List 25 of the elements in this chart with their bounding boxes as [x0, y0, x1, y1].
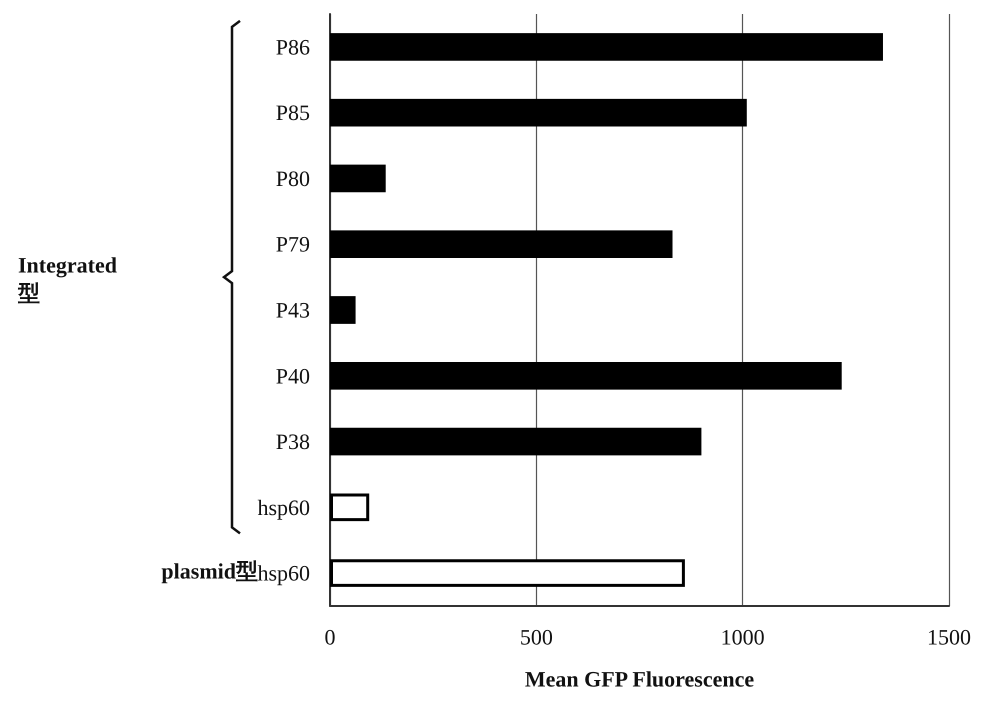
y-tick-label: P85 [276, 100, 310, 126]
bar [330, 230, 673, 258]
x-tick-label: 500 [520, 624, 553, 650]
y-tick-label: P43 [276, 298, 310, 322]
x-tick-label: 1500 [927, 624, 971, 650]
y-tick-label: P79 [276, 232, 310, 257]
y-tick-label: hsp60 [257, 560, 310, 586]
text: plasmid型 [161, 558, 258, 584]
bar [330, 559, 685, 587]
y-tick-label: P80 [276, 166, 310, 191]
bar [330, 296, 356, 324]
bar [330, 428, 702, 456]
text: Integrated 型 [17, 252, 117, 306]
x-tick-label: 0 [324, 624, 336, 650]
x-axis-title: Mean GFP Fluorescence [524, 666, 754, 692]
y-tick-label: hsp60 [257, 494, 310, 520]
bar [330, 33, 883, 61]
y-tick-label: P38 [276, 429, 310, 454]
x-tick-label: 1000 [720, 624, 765, 650]
bar [330, 494, 370, 522]
bar [330, 164, 386, 192]
y-tick-label: P86 [276, 34, 310, 60]
bar [330, 98, 747, 126]
bar [330, 362, 842, 390]
y-tick-label: P40 [276, 363, 310, 388]
